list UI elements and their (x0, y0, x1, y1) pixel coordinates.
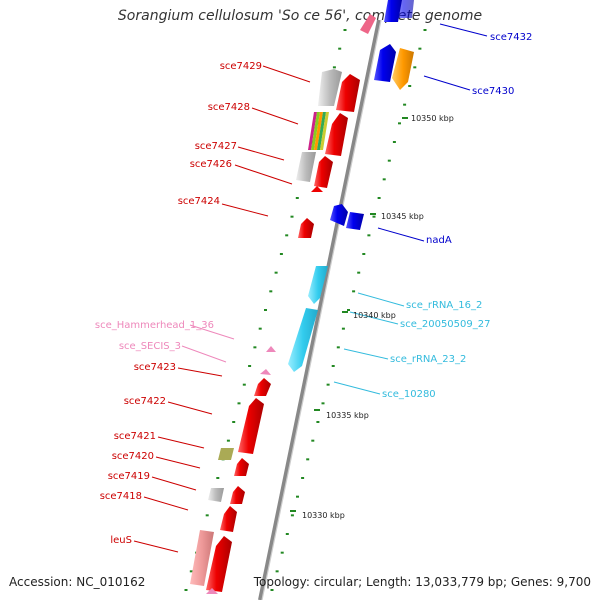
label-sce7424: sce7424 (178, 196, 220, 207)
gene-top-partial-pink (360, 14, 376, 34)
forward-strand-features (190, 69, 360, 594)
label-sce7420: sce7420 (112, 451, 154, 462)
label-sce7423: sce7423 (134, 362, 176, 373)
gene-sce7432 (384, 0, 402, 22)
topology-text: Topology: circular; Length: 13,033,779 b… (253, 575, 591, 589)
label-sce7428: sce7428 (208, 102, 250, 113)
gene-sce7426 (314, 156, 333, 188)
gene-sce7430 (392, 48, 414, 90)
label-sce7432: sce7432 (490, 32, 532, 43)
label-nada: nadA (426, 235, 452, 246)
label-leus: leuS (110, 535, 132, 546)
left-labels: sce7429 sce7428 sce7427 sce7426 sce7424 … (95, 61, 262, 546)
label-sce-rrna-16-2: sce_rRNA_16_2 (406, 300, 482, 311)
label-sce7429: sce7429 (220, 61, 262, 72)
label-sce-rrna-23-2: sce_rRNA_23_2 (390, 354, 466, 365)
gene-leus (206, 536, 232, 592)
tick-label-10350: 10350 kbp (411, 114, 454, 123)
gene-sce7419-grey (208, 488, 224, 502)
tick-label-10345: 10345 kbp (381, 212, 424, 221)
label-sce7418: sce7418 (100, 491, 142, 502)
rna-sce-hammerhead-1-36 (266, 346, 276, 352)
rna-sce-secis-3 (260, 369, 271, 375)
gene-sce7423 (254, 378, 271, 396)
label-sce-hammerhead-1-36: sce_Hammerhead_1_36 (95, 320, 214, 331)
gene-nada-a (330, 204, 348, 226)
accession-text: Accession: NC_010162 (9, 575, 146, 589)
gene-nada (346, 212, 364, 230)
gene-sce7427-grey (296, 152, 316, 182)
genome-backbone-highlight (261, 19, 382, 600)
label-sce7419: sce7419 (108, 471, 150, 482)
label-sce7426: sce7426 (190, 159, 232, 170)
gene-sce7420 (234, 458, 249, 476)
gene-sce7426-small (311, 186, 323, 192)
gene-sce7428-multicolor (308, 112, 329, 150)
gene-bottom-pink (206, 588, 218, 594)
gene-sce7422 (238, 398, 264, 454)
label-sce7422: sce7422 (124, 396, 166, 407)
gene-sce7430-blue (374, 44, 396, 82)
rrna-sce-rrna-23-2 (288, 308, 318, 372)
tick-label-10330: 10330 kbp (302, 511, 345, 520)
tick-label-10335: 10335 kbp (326, 411, 369, 420)
label-sce-20050509-27: sce_20050509_27 (400, 319, 490, 330)
label-sce7421: sce7421 (114, 431, 156, 442)
gene-leus-pseudo (190, 530, 214, 586)
gene-sce7429 (336, 74, 360, 112)
gene-sce7421 (218, 448, 234, 460)
gene-sce7418 (220, 506, 237, 532)
reverse-strand-features (288, 0, 414, 372)
label-leader-lines (133, 23, 488, 553)
gene-sce7419 (230, 486, 245, 504)
right-labels: sce7432 sce7430 nadA sce_rRNA_16_2 sce_2… (382, 32, 532, 400)
label-sce7427: sce7427 (195, 141, 237, 152)
gene-sce7424 (298, 218, 314, 238)
gene-sce7428 (325, 113, 348, 156)
label-sce-10280: sce_10280 (382, 389, 436, 400)
label-sce-secis-3: sce_SECIS_3 (119, 341, 181, 352)
gene-sce7429-grey (318, 69, 342, 106)
genome-backbone (258, 19, 381, 600)
label-sce7430: sce7430 (472, 86, 514, 97)
rrna-sce-rrna-16-2 (308, 266, 328, 304)
kbp-tick-labels: 10350 kbp 10345 kbp 10340 kbp 10335 kbp … (290, 114, 454, 520)
tick-label-10340: 10340 kbp (353, 311, 396, 320)
